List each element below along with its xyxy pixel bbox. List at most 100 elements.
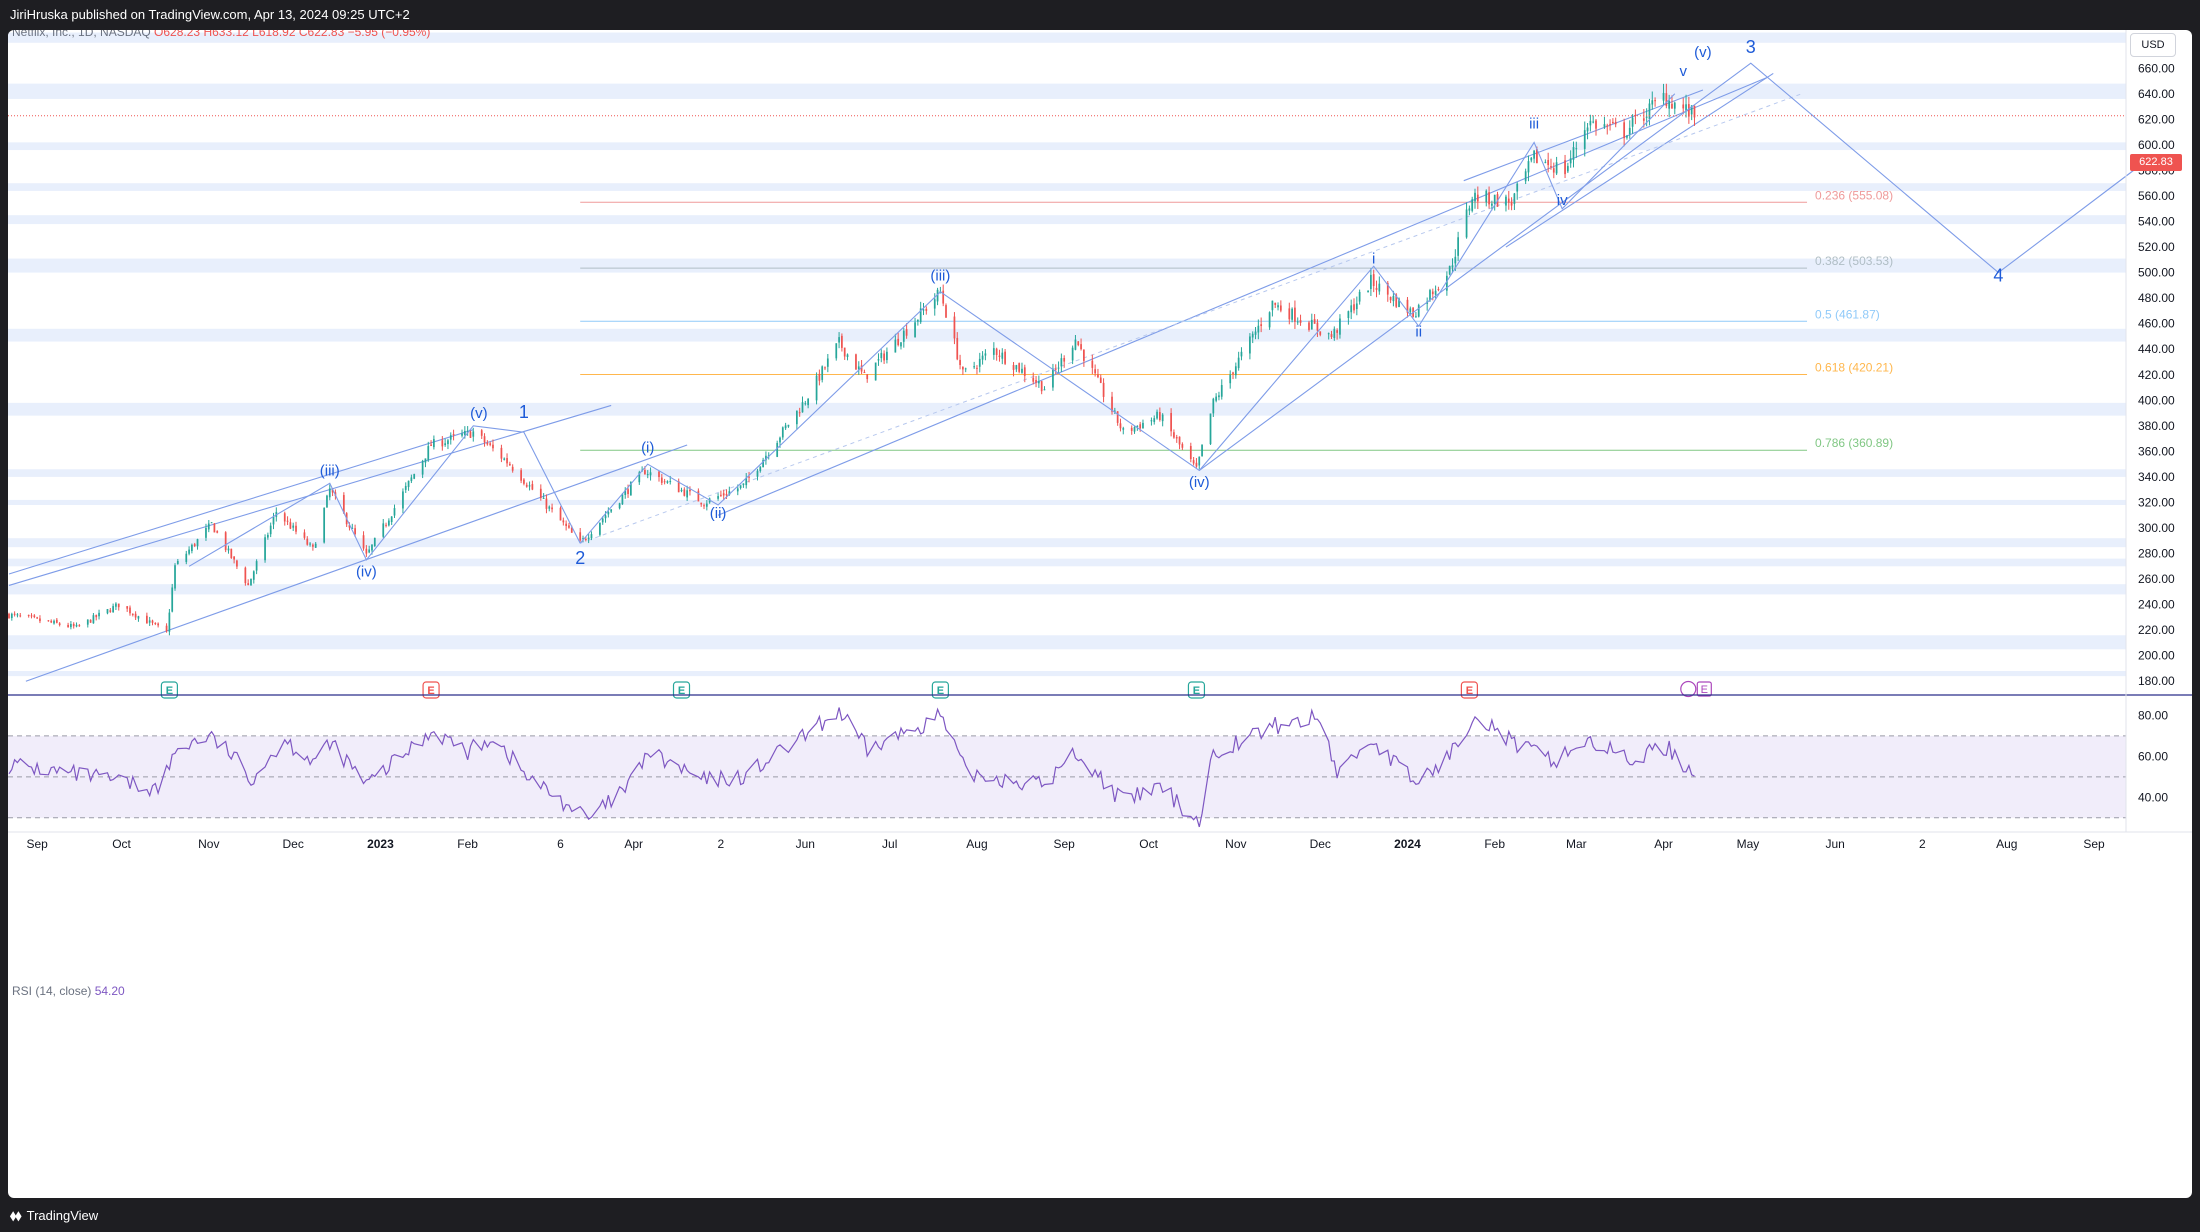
candle-body[interactable] bbox=[1530, 157, 1533, 161]
candle-body[interactable] bbox=[365, 548, 368, 554]
candle-body[interactable] bbox=[646, 474, 649, 476]
candle-body[interactable] bbox=[1612, 121, 1614, 124]
candle-body[interactable] bbox=[1257, 325, 1260, 333]
candle-body[interactable] bbox=[1209, 413, 1212, 445]
candle-body[interactable] bbox=[1333, 328, 1336, 339]
candle-body[interactable] bbox=[551, 507, 553, 510]
candle-body[interactable] bbox=[1023, 367, 1026, 376]
candle-body[interactable] bbox=[1133, 427, 1136, 432]
candle-body[interactable] bbox=[638, 472, 641, 483]
candle-body[interactable] bbox=[697, 490, 700, 502]
candle-body[interactable] bbox=[314, 543, 317, 548]
candle-body[interactable] bbox=[1536, 149, 1538, 164]
candle-body[interactable] bbox=[787, 424, 790, 427]
candle-body[interactable] bbox=[978, 358, 981, 367]
candle-body[interactable] bbox=[629, 482, 632, 496]
candle-body[interactable] bbox=[50, 620, 53, 623]
candle-body[interactable] bbox=[720, 494, 722, 496]
candle-body[interactable] bbox=[1232, 372, 1234, 374]
candle-body[interactable] bbox=[444, 443, 447, 446]
candle-body[interactable] bbox=[784, 425, 787, 429]
candle-body[interactable] bbox=[1054, 368, 1057, 370]
candle-body[interactable] bbox=[897, 338, 900, 346]
channel-line[interactable] bbox=[1505, 72, 1774, 248]
candle-body[interactable] bbox=[1099, 377, 1102, 383]
candle-body[interactable] bbox=[27, 614, 30, 616]
candle-body[interactable] bbox=[1094, 369, 1097, 374]
candle-body[interactable] bbox=[801, 402, 804, 413]
candle-body[interactable] bbox=[193, 544, 196, 547]
candle-body[interactable] bbox=[205, 527, 207, 538]
candle-body[interactable] bbox=[1063, 357, 1066, 362]
candle-body[interactable] bbox=[511, 466, 514, 471]
candle-body[interactable] bbox=[1091, 360, 1094, 368]
candle-body[interactable] bbox=[860, 365, 863, 372]
candle-body[interactable] bbox=[10, 613, 13, 619]
candle-body[interactable] bbox=[1004, 351, 1006, 364]
candle-body[interactable] bbox=[1074, 339, 1077, 350]
candle-body[interactable] bbox=[86, 619, 89, 625]
candle-body[interactable] bbox=[1687, 104, 1690, 117]
candle-body[interactable] bbox=[309, 543, 311, 545]
candle-body[interactable] bbox=[1212, 398, 1215, 414]
candle-body[interactable] bbox=[1218, 395, 1220, 398]
currency-button[interactable]: USD bbox=[2130, 33, 2176, 57]
candle-body[interactable] bbox=[689, 489, 691, 492]
candle-body[interactable] bbox=[945, 305, 947, 318]
candle-body[interactable] bbox=[264, 537, 266, 561]
candle-body[interactable] bbox=[1398, 298, 1400, 307]
candle-body[interactable] bbox=[1012, 365, 1015, 370]
candle-body[interactable] bbox=[216, 531, 219, 533]
candle-body[interactable] bbox=[618, 503, 621, 509]
candle-body[interactable] bbox=[489, 443, 492, 445]
candle-body[interactable] bbox=[804, 403, 807, 405]
candle-body[interactable] bbox=[67, 624, 69, 628]
candle-body[interactable] bbox=[1057, 367, 1060, 369]
candle-body[interactable] bbox=[402, 491, 404, 509]
candle-body[interactable] bbox=[1119, 423, 1122, 429]
candle-body[interactable] bbox=[1662, 92, 1665, 101]
candle-body[interactable] bbox=[36, 617, 39, 619]
candle-body[interactable] bbox=[146, 615, 148, 624]
candle-body[interactable] bbox=[207, 523, 210, 530]
candle-body[interactable] bbox=[756, 470, 759, 477]
candle-body[interactable] bbox=[1606, 125, 1609, 127]
candle-body[interactable] bbox=[8, 613, 10, 619]
candle-body[interactable] bbox=[1288, 308, 1291, 320]
candle-body[interactable] bbox=[542, 497, 545, 499]
candle-body[interactable] bbox=[984, 353, 987, 356]
candle-body[interactable] bbox=[1071, 347, 1074, 361]
candle-body[interactable] bbox=[1552, 168, 1555, 173]
candle-body[interactable] bbox=[545, 498, 548, 509]
time-axis[interactable]: Sep Oct Nov Dec 2023 Feb 6 Apr 2 Jun Jul Aug Sep Oct N… bbox=[8, 831, 2192, 851]
candle-body[interactable] bbox=[506, 458, 508, 464]
candle-body[interactable] bbox=[362, 535, 365, 549]
candle-body[interactable] bbox=[1116, 411, 1119, 423]
candle-body[interactable] bbox=[1035, 379, 1037, 383]
candle-body[interactable] bbox=[1431, 291, 1434, 295]
candle-body[interactable] bbox=[644, 470, 646, 475]
candle-body[interactable] bbox=[874, 362, 877, 381]
candle-body[interactable] bbox=[224, 532, 227, 551]
dividend-split-icon[interactable] bbox=[1680, 680, 1697, 698]
candle-body[interactable] bbox=[483, 436, 486, 443]
candle-body[interactable] bbox=[658, 471, 660, 478]
candle-body[interactable] bbox=[433, 439, 435, 448]
tradingview-logo-icon[interactable]: ⬧⬧ bbox=[10, 1206, 22, 1223]
earnings-icon[interactable] bbox=[1460, 681, 1478, 699]
candle-body[interactable] bbox=[236, 560, 238, 567]
candle-body[interactable] bbox=[857, 366, 860, 370]
candle-body[interactable] bbox=[525, 484, 528, 487]
candle-body[interactable] bbox=[1516, 183, 1519, 192]
candle-body[interactable] bbox=[312, 544, 314, 547]
candle-body[interactable] bbox=[72, 623, 75, 627]
candle-body[interactable] bbox=[1113, 410, 1116, 412]
candle-body[interactable] bbox=[880, 352, 883, 359]
candle-body[interactable] bbox=[1122, 428, 1125, 430]
candle-body[interactable] bbox=[1550, 166, 1552, 168]
candle-body[interactable] bbox=[1673, 102, 1676, 109]
candle-body[interactable] bbox=[1173, 432, 1175, 438]
candle-body[interactable] bbox=[956, 337, 959, 360]
candle-body[interactable] bbox=[1507, 198, 1510, 203]
candle-body[interactable] bbox=[1645, 116, 1648, 118]
